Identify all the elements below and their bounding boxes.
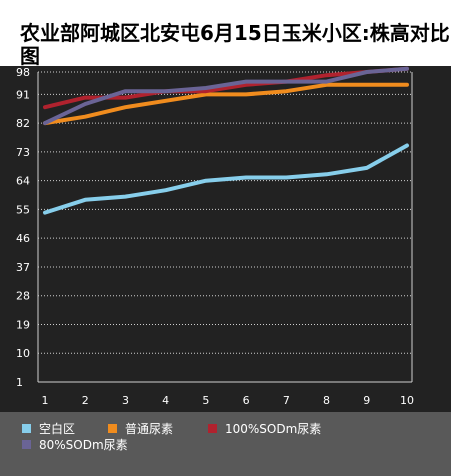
plot-background bbox=[0, 66, 451, 412]
series-line bbox=[43, 66, 409, 126]
x-tick-label: 10 bbox=[400, 394, 414, 407]
legend-label: 80%SODm尿素 bbox=[39, 438, 128, 452]
x-tick-label: 3 bbox=[122, 394, 129, 407]
y-tick-label: 10 bbox=[16, 347, 30, 360]
x-tick-label: 6 bbox=[243, 394, 250, 407]
x-tick-label: 1 bbox=[42, 394, 49, 407]
chart-title: 农业部阿城区北安屯6月15日玉米小区:株高对比图 bbox=[20, 21, 450, 68]
y-tick-label: 37 bbox=[16, 261, 30, 274]
y-tick-label: 28 bbox=[16, 290, 30, 303]
x-tick-label: 2 bbox=[82, 394, 89, 407]
legend-swatch bbox=[22, 424, 31, 433]
x-tick-label: 4 bbox=[162, 394, 169, 407]
legend-swatch bbox=[108, 424, 117, 433]
legend-label: 100%SODm尿素 bbox=[225, 422, 321, 436]
y-tick-label: 1 bbox=[16, 376, 23, 389]
y-tick-label: 98 bbox=[16, 66, 30, 79]
y-tick-label: 82 bbox=[16, 117, 30, 130]
y-tick-label: 55 bbox=[16, 203, 30, 216]
legend-label: 普通尿素 bbox=[125, 422, 173, 436]
y-tick-label: 73 bbox=[16, 146, 30, 159]
x-tick-label: 9 bbox=[363, 394, 370, 407]
x-tick-label: 7 bbox=[283, 394, 290, 407]
x-tick-label: 8 bbox=[323, 394, 330, 407]
legend-label: 空白区 bbox=[39, 421, 75, 436]
y-tick-label: 64 bbox=[16, 175, 30, 188]
y-tick-label: 91 bbox=[16, 88, 30, 101]
y-tick-label: 19 bbox=[16, 318, 30, 331]
series-line bbox=[43, 143, 409, 215]
y-tick-label: 46 bbox=[16, 232, 30, 245]
legend-background bbox=[0, 412, 451, 476]
legend-swatch bbox=[208, 424, 217, 433]
x-tick-label: 5 bbox=[202, 394, 209, 407]
legend-swatch bbox=[22, 440, 31, 449]
series-line bbox=[43, 82, 409, 126]
